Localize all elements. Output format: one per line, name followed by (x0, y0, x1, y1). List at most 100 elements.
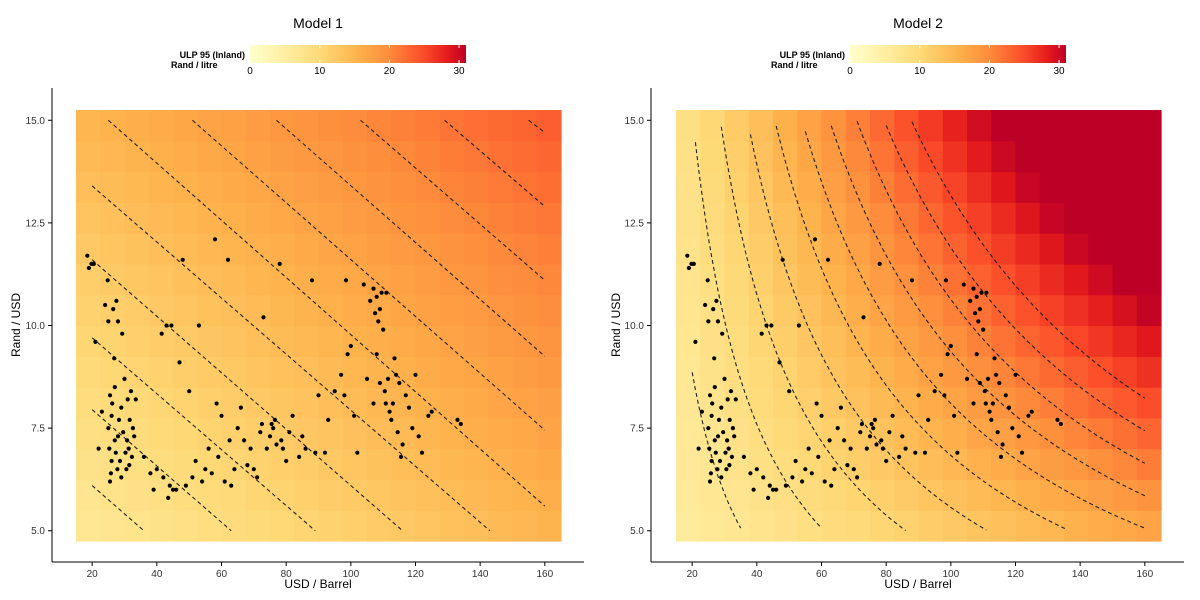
heatmap-tile (512, 294, 538, 327)
heatmap-tile (221, 417, 247, 450)
data-point (712, 438, 717, 443)
heatmap-tile (270, 448, 295, 481)
heatmap-tile (512, 233, 538, 265)
heatmap-tile (124, 510, 150, 542)
heatmap-tile (342, 387, 368, 419)
data-point (381, 327, 386, 332)
data-point (759, 331, 764, 336)
data-point (983, 401, 988, 406)
heatmap-tile (270, 510, 295, 542)
data-point (371, 286, 376, 291)
heatmap-tile (724, 140, 750, 173)
data-point (107, 479, 113, 484)
heatmap-tile (415, 202, 441, 234)
heatmap-tile (700, 510, 726, 542)
x-tick-label: 120 (1007, 569, 1024, 580)
heatmap-tile (367, 325, 392, 357)
data-point (390, 401, 395, 406)
data-point (271, 426, 276, 431)
data-point (169, 323, 174, 328)
heatmap-tile (391, 294, 417, 327)
heatmap-tile (536, 448, 562, 481)
heatmap-tile (918, 417, 944, 450)
legend-title-line1: ULP 95 (Inland) (780, 50, 845, 60)
data-point (989, 417, 994, 422)
data-point (429, 409, 434, 414)
heatmap-tile (918, 325, 944, 357)
data-point (183, 483, 188, 488)
data-point (733, 397, 738, 402)
heatmap-tile (391, 510, 417, 542)
heatmap-tile (512, 202, 538, 234)
heatmap-tile (318, 510, 344, 542)
heatmap-tile (1088, 356, 1114, 388)
heatmap-tile (221, 171, 247, 203)
data-point (384, 290, 389, 295)
data-point (279, 438, 284, 443)
legend-tick-label: 20 (984, 66, 996, 77)
data-point (829, 483, 834, 488)
data-point (297, 454, 302, 459)
data-point (809, 471, 814, 476)
data-point (154, 467, 159, 472)
x-tick-label: 80 (881, 569, 893, 580)
data-point (93, 339, 98, 344)
data-point (900, 434, 905, 439)
heatmap-tile (415, 417, 441, 450)
data-point (376, 319, 381, 324)
data-point (303, 446, 308, 451)
contour-line (360, 119, 546, 281)
heatmap-tile (894, 479, 920, 511)
heatmap-tile (1015, 448, 1041, 481)
data-point (214, 401, 219, 406)
heatmap-tile (294, 387, 320, 419)
heatmap-tile (1088, 387, 1114, 419)
heatmap-tile (148, 510, 174, 542)
heatmap-tile (270, 387, 295, 419)
heatmap-tile (748, 171, 774, 203)
data-point (719, 405, 724, 410)
heatmap-tile (1112, 233, 1138, 265)
data-point (976, 319, 981, 324)
data-point (1000, 442, 1005, 447)
data-point (355, 450, 360, 455)
heatmap-tile (1088, 325, 1114, 357)
data-point (890, 413, 895, 418)
heatmap-tile (76, 294, 101, 327)
x-tick-label: 20 (687, 569, 699, 580)
data-point (141, 454, 146, 459)
heatmap-tile (439, 356, 465, 388)
heatmap-tile (415, 510, 441, 542)
heatmap-tile (1088, 263, 1114, 296)
data-point (1013, 372, 1018, 377)
data-point (119, 475, 124, 480)
data-point (177, 360, 182, 365)
heatmap-tile (148, 263, 174, 296)
heatmap-tile (724, 263, 750, 296)
data-point (717, 458, 723, 464)
heatmap-tile (367, 510, 392, 542)
heatmap-tile (700, 233, 726, 265)
heatmap-tile (124, 263, 150, 296)
heatmap-tile (748, 448, 774, 481)
data-point (903, 446, 908, 451)
data-point (170, 487, 176, 492)
plot-area (76, 110, 562, 542)
data-point (691, 261, 696, 266)
heatmap-tile (367, 110, 392, 142)
data-point (708, 471, 714, 476)
data-point (123, 450, 128, 455)
heatmap-tile (870, 387, 895, 419)
data-point (719, 475, 724, 480)
contour-line (91, 259, 403, 532)
data-point (121, 430, 126, 435)
data-point (715, 434, 721, 439)
data-point (259, 421, 264, 427)
heatmap-tile (270, 202, 295, 234)
data-point (103, 302, 108, 308)
heatmap-tile (845, 448, 871, 481)
data-point (232, 467, 237, 472)
heatmap-tile (221, 479, 247, 511)
heatmap-tile (100, 510, 126, 542)
heatmap-tile (270, 356, 295, 388)
